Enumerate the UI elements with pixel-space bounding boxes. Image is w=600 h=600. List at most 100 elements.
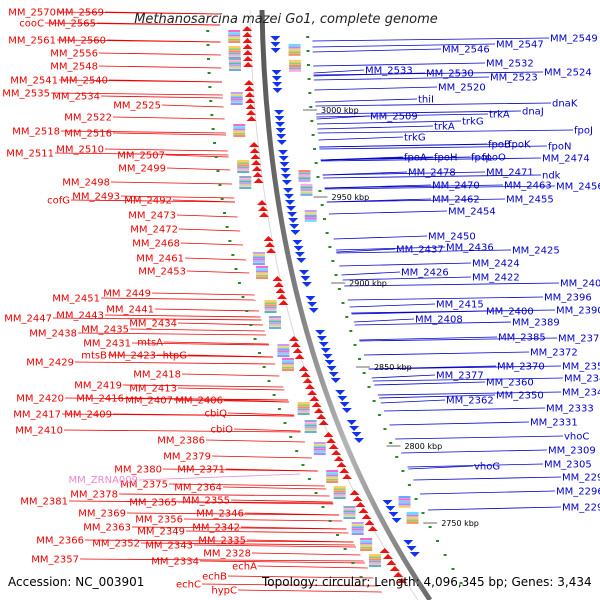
leader-line-left [166,167,231,171]
leader-line-right [320,156,482,161]
gene-label-right: MM_2471 [486,168,534,179]
leader-line-right [380,399,446,404]
track-tick [401,470,405,472]
leader-line-right [315,98,418,103]
gene-arrow-plus [293,246,304,251]
gene-label-left: MM_2447 [4,314,52,325]
gene-label-right: fpoH [434,153,458,164]
gene-arrow-plus [287,212,298,217]
gene-arrow-minus [290,342,301,347]
leader-line-right [389,421,530,426]
leader-line-left [131,342,270,346]
gene-arrow-plus [349,426,360,431]
gene-label-left: MM_2535 [2,89,50,100]
track-tick [314,162,318,164]
track-tick [295,450,299,452]
gene-arrow-plus [403,540,414,545]
leader-line-right [374,381,486,386]
leader-line-left [98,65,222,69]
gene-arrow-minus [292,348,303,353]
gene-label-right: MM_2305 [544,460,592,471]
gene-arrow-plus [274,116,285,121]
gene-label-right: MM_2396 [544,293,592,304]
gene-label-right: ndk [542,171,561,182]
leader-line-right [316,113,489,118]
gene-arrow-plus [354,438,365,443]
track-tick [237,282,241,284]
gene-arrow-plus [337,396,348,401]
track-tick [218,184,222,186]
gene-arrow-minus [242,26,253,31]
gene-label-right: MM_2546 [442,45,490,56]
gene-arrow-minus [264,242,275,247]
track-tick [428,526,432,528]
gene-label-left: MM_2451 [52,294,100,305]
gene-label-right: MM_2340 [562,388,600,399]
gene-arrow-plus [385,506,396,511]
gene-arrow-minus [313,408,324,413]
gene-label-left: echB [202,572,227,583]
gene-label-right: MM_2403 [560,279,600,290]
track-tick [407,484,411,486]
gene-label-left: MM_2569 [56,8,104,19]
leader-line-left [227,412,294,416]
track-tick [314,492,318,494]
leader-line-right [320,157,542,162]
gene-arrow-plus [300,276,311,281]
leader-line-left [187,354,273,358]
gene-arrow-minus [246,110,257,115]
gene-label-right: MM_2478 [408,168,456,179]
gene-arrow-plus [270,42,281,47]
leader-line-left [237,589,382,593]
track-tick [351,562,355,564]
leader-line-right [315,102,552,107]
track-tick [228,240,232,242]
gene-label-right: MM_2296 [556,487,600,498]
gene-arrow-plus [351,432,362,437]
gene-label-left: MM_2492 [124,196,172,207]
genome-backbone [259,9,433,600]
track-tick [323,218,327,220]
track-tick [241,296,245,298]
minus-strand-arrows [242,26,407,583]
gene-label-right: MM_2425 [512,246,560,257]
gene-arrow-minus [307,390,318,395]
track-tick [395,456,399,458]
gene-label-right: MM_2291 [562,503,600,514]
gene-arrow-minus [245,104,256,109]
gene-arrow-minus [243,62,254,67]
gene-arrow-plus [278,156,289,161]
gene-label-right: MM_2389 [512,318,560,329]
leader-line-right [317,125,434,130]
gene-label-right: MM_2377 [436,371,484,382]
leader-line-right [319,143,508,148]
leader-line-right [316,110,522,115]
leader-line-right [354,321,512,326]
gene-arrow-plus [270,48,281,53]
gene-arrow-plus [275,128,286,133]
track-tick [341,302,345,304]
gene-arrow-plus [294,252,305,257]
gene-arrow-plus [316,336,327,341]
track-tick [337,288,341,290]
gene-label-right: MM_2354 [562,362,600,373]
gene-label-left: MM_2443 [56,311,104,322]
gene-label-right: dnaK [552,99,578,110]
leader-line-right [377,391,562,396]
gene-arrow-plus [305,296,316,301]
track-tick [272,394,276,396]
leader-line-left [184,257,247,261]
gene-arrow-minus [336,462,347,467]
scale-label: 3000 kbp [321,106,359,115]
gene-arrow-plus [285,206,296,211]
gene-arrow-minus [316,414,327,419]
gene-arrow-plus [301,282,312,287]
gene-arrow-plus [382,500,393,505]
gene-arrow-plus [292,240,303,245]
leader-line-left [104,148,228,152]
track-tick [309,106,313,108]
gene-label-left: MM_2525 [113,101,161,112]
gene-label-left: MM_2541 [10,76,58,87]
track-tick [357,358,361,360]
leader-line-left [151,292,255,296]
